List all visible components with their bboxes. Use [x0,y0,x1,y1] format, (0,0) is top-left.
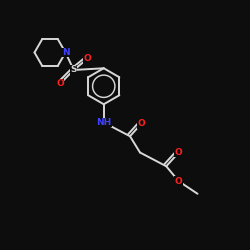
Text: O: O [138,119,145,128]
Text: S: S [70,66,77,74]
Text: O: O [84,54,92,63]
Text: O: O [175,148,182,157]
Text: O: O [56,79,64,88]
Text: N: N [62,48,69,57]
Text: O: O [175,177,182,186]
Text: NH: NH [96,118,112,127]
